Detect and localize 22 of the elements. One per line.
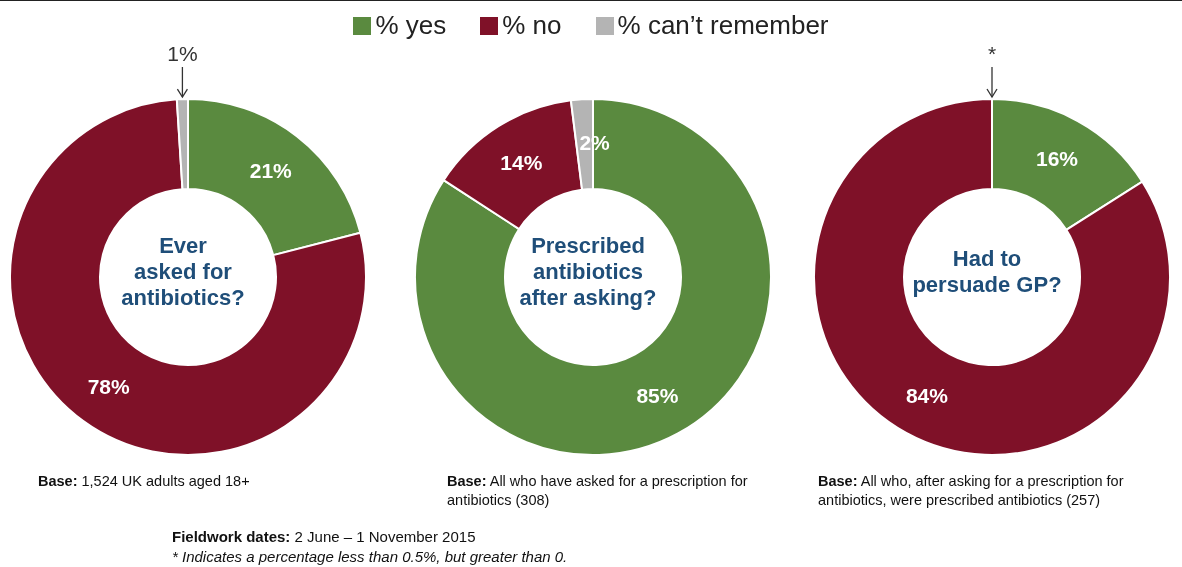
text: Ever asked for antibiotics? — [121, 233, 245, 310]
text: Fieldwork dates: 2 June – 1 November 2015 — [172, 527, 477, 547]
text: Base: All who, after asking for a prescription for antibiotics, were prescribed antibiotics (257) — [818, 472, 1125, 510]
donut-slice — [9, 98, 367, 456]
text: * — [987, 42, 997, 65]
text: Base: 1,524 UK adults aged 18+ — [38, 472, 251, 491]
data-label: 14% — [500, 151, 543, 175]
data-label: 1% — [167, 42, 198, 65]
legend-label: % yes — [375, 10, 447, 41]
data-label: 16% — [1036, 147, 1079, 171]
data-label: 84% — [905, 383, 949, 407]
donut-slice — [813, 98, 1171, 456]
text: * Indicates a percentage less than 0.5%, but greater than 0. — [172, 547, 568, 567]
donut-slice — [414, 98, 772, 456]
data-label: 21% — [249, 158, 293, 182]
legend-label: % can’t remember — [617, 10, 829, 41]
text: Had to persuade GP? — [912, 246, 1062, 297]
data-label: 78% — [87, 374, 130, 398]
data-label: 85% — [636, 384, 679, 408]
legend-label: % no — [502, 10, 562, 41]
text: Base: All who have asked for a prescription for antibiotics (308) — [447, 472, 749, 510]
text: Prescribed antibiotics after asking? — [519, 233, 657, 310]
